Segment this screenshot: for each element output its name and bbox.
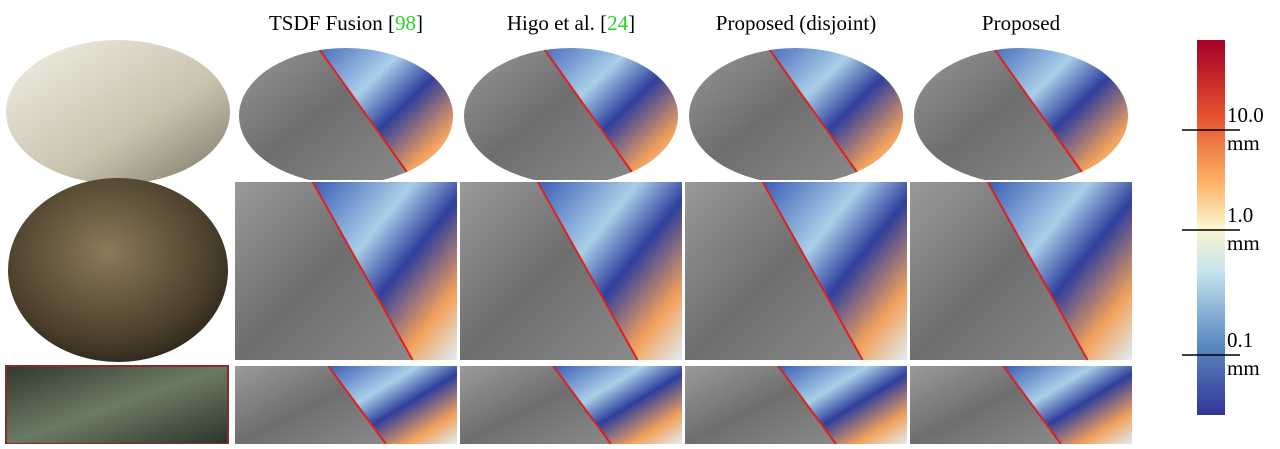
colorbar — [1197, 40, 1225, 415]
column-headers: TSDF Fusion [98] Higo et al. [24] Proposed… — [269, 11, 1061, 35]
result-image — [235, 366, 457, 444]
result-image — [464, 48, 678, 181]
shaded-surface — [460, 182, 638, 360]
error-map — [328, 366, 457, 444]
header-text: Proposed — [982, 11, 1061, 35]
split-line — [536, 48, 639, 181]
result-image — [910, 366, 1132, 444]
split-line — [552, 366, 612, 444]
error-map — [987, 48, 1128, 180]
error-map — [537, 182, 682, 360]
error-map — [778, 366, 907, 444]
result-image — [235, 182, 457, 360]
error-map — [762, 182, 907, 360]
split-line — [761, 182, 864, 360]
error-map — [537, 48, 678, 180]
result-image — [914, 48, 1128, 181]
split-line — [761, 48, 864, 181]
split-line — [986, 182, 1089, 360]
error-map — [762, 48, 903, 180]
input-photo — [5, 365, 229, 445]
colorbar-unit: mm — [1227, 131, 1260, 155]
error-map — [987, 182, 1132, 360]
shaded-surface — [910, 182, 1088, 360]
citation: 98 — [395, 11, 416, 35]
result-image — [460, 182, 682, 360]
input-photo — [6, 40, 230, 184]
result-image — [910, 182, 1132, 360]
error-map — [553, 366, 682, 444]
shaded-surface — [239, 48, 413, 180]
header-text: Higo et al. [ — [507, 11, 607, 35]
shaded-surface — [235, 366, 386, 444]
result-image — [689, 48, 903, 181]
result-cells — [235, 48, 1132, 444]
shaded-surface — [689, 48, 863, 180]
shaded-surface — [235, 182, 413, 360]
colorbar-value: 10.0 — [1227, 103, 1264, 127]
result-image — [685, 182, 907, 360]
column-header: Proposed (disjoint) — [716, 11, 876, 35]
colorbar-value: 1.0 — [1227, 203, 1253, 227]
citation: 24 — [607, 11, 629, 35]
result-image — [239, 48, 453, 181]
colorbar-value: 0.1 — [1227, 328, 1253, 352]
result-image — [685, 366, 907, 444]
header-text: Proposed (disjoint) — [716, 11, 876, 35]
header-text: ] — [628, 11, 635, 35]
split-line — [1002, 366, 1062, 444]
split-line — [327, 366, 387, 444]
error-map — [1003, 366, 1132, 444]
header-text: TSDF Fusion [ — [269, 11, 395, 35]
shaded-surface — [464, 48, 638, 180]
column-header: TSDF Fusion [98] — [269, 11, 423, 35]
column-header: Proposed — [982, 11, 1061, 35]
shaded-surface — [685, 366, 836, 444]
colorbar-unit: mm — [1227, 356, 1260, 380]
error-map — [312, 48, 453, 180]
shaded-surface — [685, 182, 863, 360]
column-header: Higo et al. [24] — [507, 11, 635, 35]
input-photo — [8, 178, 228, 362]
result-image — [460, 366, 682, 444]
colorbar-unit: mm — [1227, 231, 1260, 255]
header-text: ] — [416, 11, 423, 35]
shaded-surface — [910, 366, 1061, 444]
colorbar-labels: 10.0 mm 1.0 mm 0.1 mm — [1182, 103, 1264, 380]
split-line — [536, 182, 639, 360]
error-map — [312, 182, 457, 360]
shaded-surface — [914, 48, 1088, 180]
split-line — [777, 366, 837, 444]
shaded-surface — [460, 366, 611, 444]
split-line — [311, 182, 414, 360]
split-line — [311, 48, 414, 181]
split-line — [986, 48, 1089, 181]
